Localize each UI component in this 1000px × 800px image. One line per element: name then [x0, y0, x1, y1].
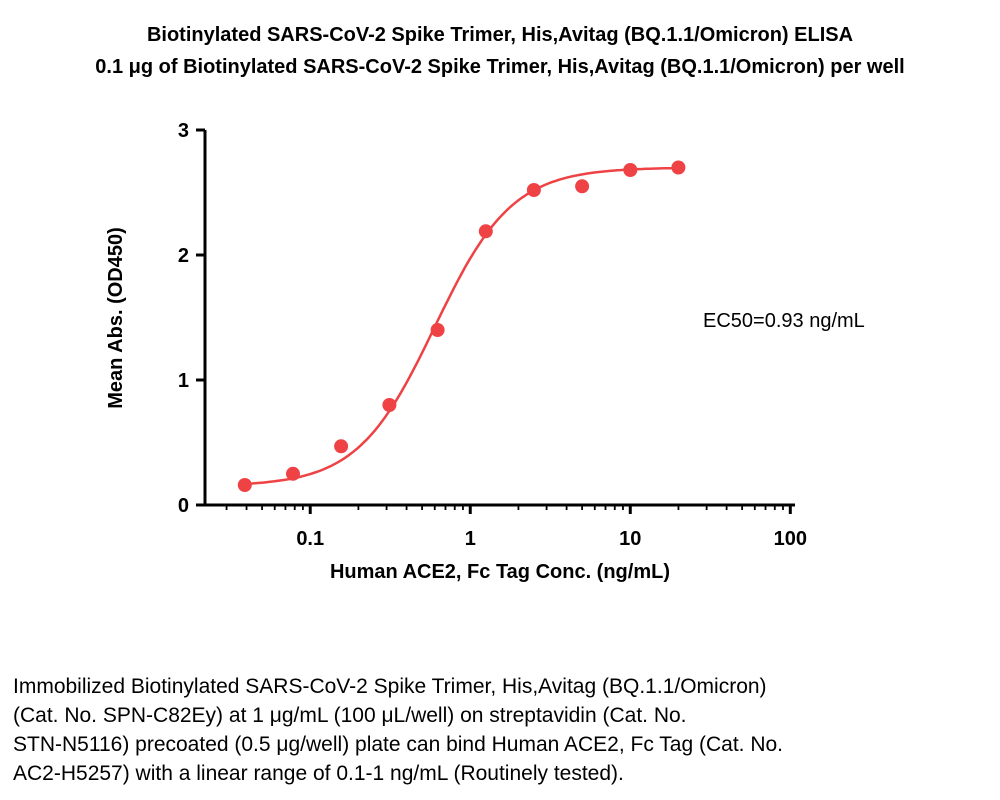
y-tick-label: 0	[178, 495, 189, 517]
data-point	[478, 224, 493, 239]
y-tick-label: 2	[178, 245, 189, 267]
fit-curve-group	[244, 166, 679, 486]
elisa-binding-chart: 0 1 2 3 0.1 1 10 100 Mean Abs. (OD450) Human AC…	[105, 120, 865, 583]
data-point	[575, 179, 590, 194]
x-axis-label: Human ACE2, Fc Tag Conc. (ng/mL)	[330, 561, 670, 583]
y-tick-label: 1	[178, 370, 189, 392]
data-point	[526, 183, 541, 197]
page-subtitle: 0.1 μg of Biotinylated SARS-CoV-2 Spike …	[95, 56, 905, 78]
data-points-group	[237, 160, 686, 492]
x-tick-label: 1	[465, 528, 476, 550]
data-point	[671, 160, 686, 175]
axis-ticks: 0 1 2 3 0.1 1 10 100	[178, 120, 807, 550]
data-point	[237, 478, 252, 492]
x-tick-label: 0.1	[296, 528, 324, 550]
x-tick-label: 10	[619, 528, 641, 550]
data-point	[286, 466, 300, 481]
data-point	[334, 439, 349, 454]
x-tick-label: 100	[774, 528, 807, 550]
y-axis-label: Mean Abs. (OD450)	[105, 227, 127, 409]
data-point	[382, 398, 397, 412]
fit-curve	[244, 166, 679, 486]
page-title: Biotinylated SARS-CoV-2 Spike Trimer, Hi…	[146, 24, 854, 46]
figure-caption: Immobilized Biotinylated SARS-CoV-2 Spik…	[13, 675, 784, 785]
data-point	[430, 323, 445, 337]
data-point	[623, 163, 638, 177]
ec50-annotation: EC50=0.93 ng/mL	[703, 310, 865, 332]
y-tick-label: 3	[178, 120, 189, 142]
